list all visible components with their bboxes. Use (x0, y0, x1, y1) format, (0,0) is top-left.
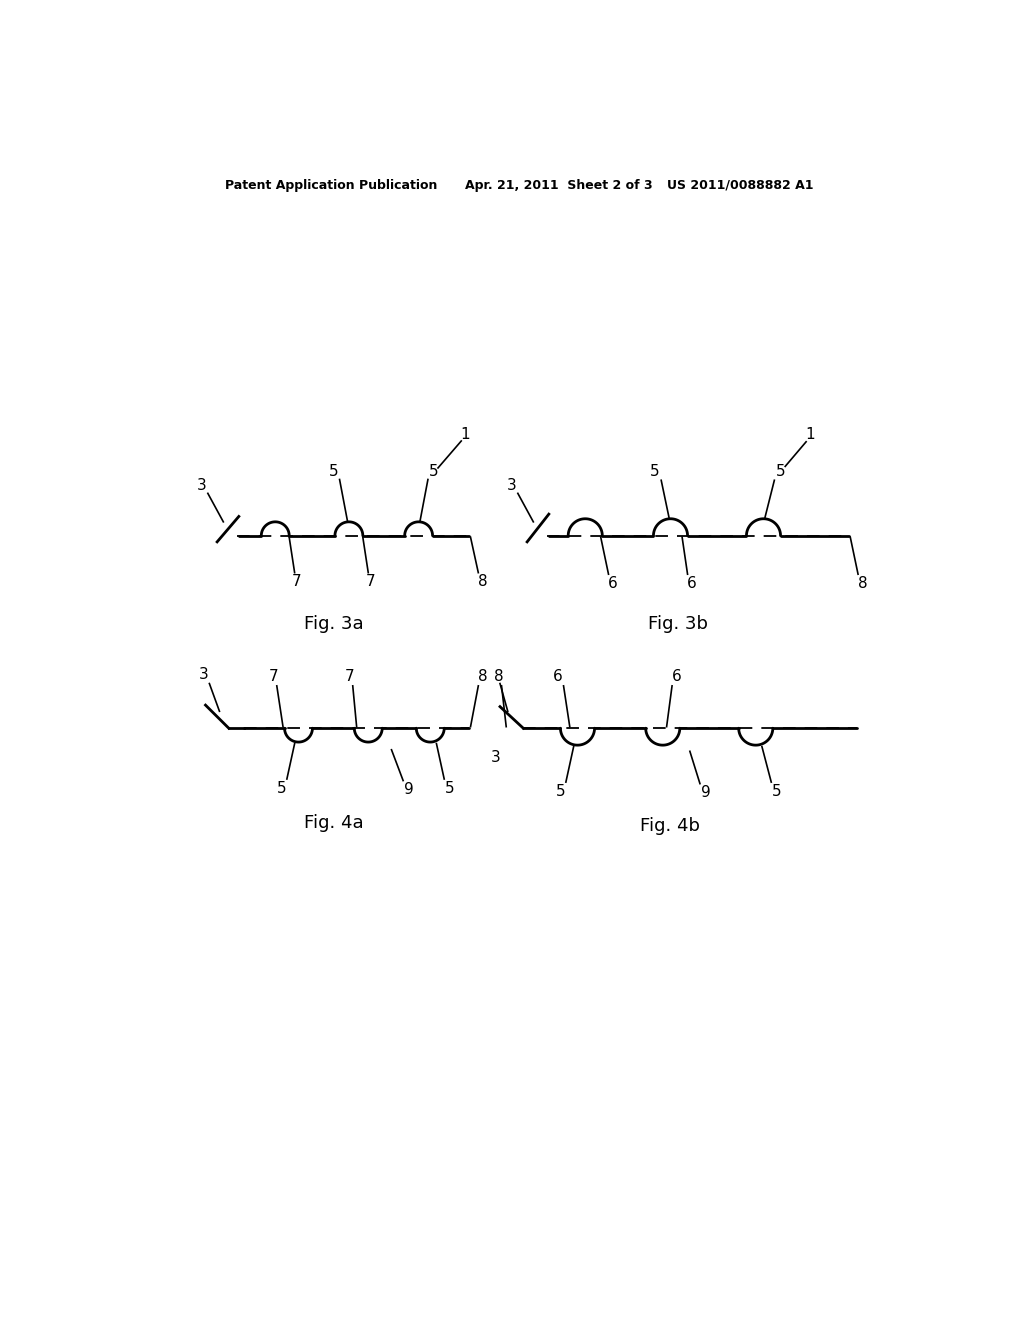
Text: 8: 8 (478, 574, 487, 590)
Text: 5: 5 (650, 463, 659, 479)
Text: 1: 1 (461, 428, 470, 442)
Text: 5: 5 (772, 784, 781, 799)
Text: 5: 5 (556, 784, 565, 799)
Text: 9: 9 (403, 783, 414, 797)
Text: Apr. 21, 2011  Sheet 2 of 3: Apr. 21, 2011 Sheet 2 of 3 (465, 178, 652, 191)
Text: 8: 8 (478, 669, 487, 684)
Text: Fig. 4a: Fig. 4a (303, 814, 364, 832)
Text: 3: 3 (197, 478, 207, 494)
Text: 5: 5 (429, 465, 439, 479)
Text: Fig. 3b: Fig. 3b (648, 615, 709, 634)
Text: 6: 6 (553, 669, 563, 684)
Text: 6: 6 (686, 576, 696, 591)
Text: 8: 8 (494, 669, 503, 684)
Text: US 2011/0088882 A1: US 2011/0088882 A1 (667, 178, 813, 191)
Text: 7: 7 (269, 669, 279, 684)
Text: 6: 6 (607, 576, 617, 591)
Text: 9: 9 (700, 785, 711, 800)
Text: 3: 3 (199, 667, 209, 682)
Text: 5: 5 (444, 780, 455, 796)
Text: 7: 7 (366, 574, 376, 590)
Text: 7: 7 (292, 574, 302, 590)
Text: 8: 8 (858, 576, 867, 591)
Text: 6: 6 (672, 669, 682, 684)
Text: 3: 3 (507, 478, 516, 494)
Text: Fig. 3a: Fig. 3a (303, 615, 364, 634)
Text: 5: 5 (776, 463, 785, 479)
Text: 1: 1 (805, 426, 815, 442)
Text: 5: 5 (329, 465, 338, 479)
Text: 5: 5 (276, 780, 287, 796)
Text: 7: 7 (345, 669, 354, 684)
Text: Fig. 4b: Fig. 4b (640, 817, 700, 836)
Text: Patent Application Publication: Patent Application Publication (225, 178, 437, 191)
Text: 3: 3 (492, 750, 501, 766)
